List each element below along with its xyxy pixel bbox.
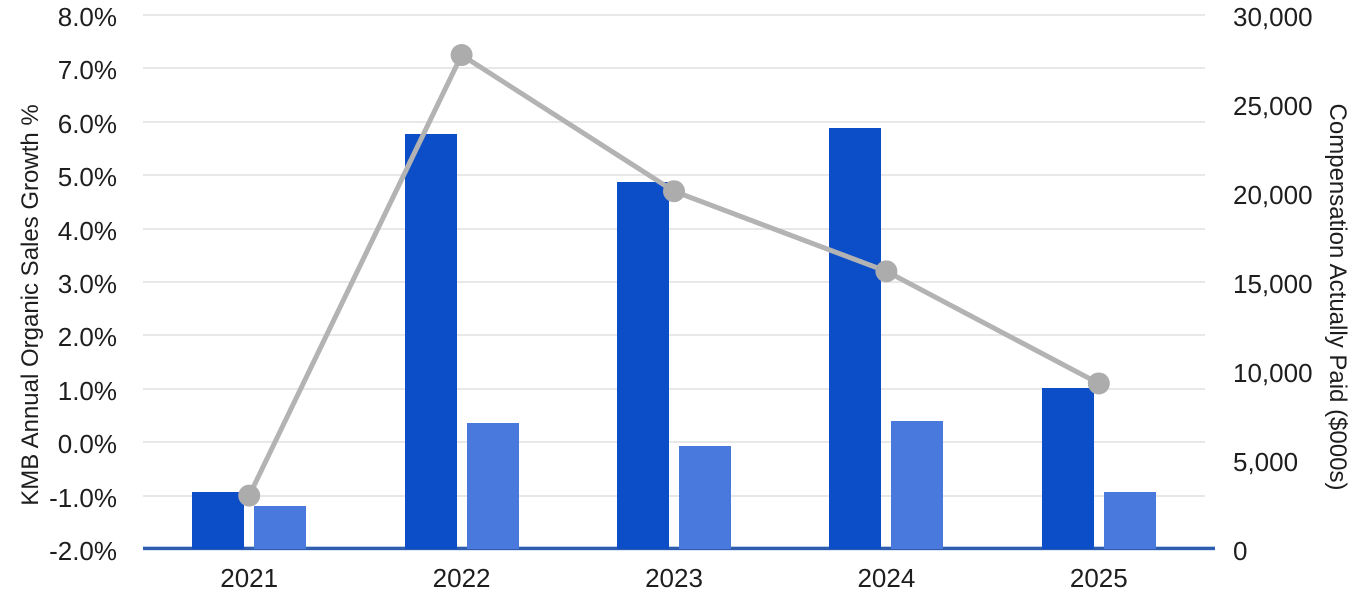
left-axis-tick: 1.0% bbox=[57, 375, 117, 406]
bar-2024-dark-blue-bars bbox=[829, 128, 882, 549]
gridline-3pct bbox=[143, 281, 1205, 283]
x-axis-label-2025: 2025 bbox=[1069, 563, 1128, 593]
left-axis-tick: 0.0% bbox=[57, 429, 117, 460]
left-axis-tick: 3.0% bbox=[57, 269, 117, 299]
gridline-1pct bbox=[143, 387, 1205, 390]
bar-2024-light-blue-bars bbox=[891, 420, 944, 549]
gridline-2pct bbox=[143, 334, 1205, 337]
marker-2022 bbox=[450, 44, 473, 67]
bar-2021-dark-blue-bars bbox=[192, 492, 245, 549]
left-axis-tick: -2.0% bbox=[49, 536, 117, 566]
gridline-6pct bbox=[143, 120, 1205, 123]
gridline-5pct bbox=[143, 174, 1205, 177]
marker-2025 bbox=[1087, 372, 1110, 395]
right-axis-tick: 10,000 bbox=[1233, 358, 1313, 388]
gridline-4pct bbox=[143, 227, 1205, 230]
gridline-0pct bbox=[143, 441, 1205, 444]
marker-2024 bbox=[875, 260, 898, 283]
x-axis-label-2022: 2022 bbox=[432, 563, 491, 593]
right-axis-title: Compensation Actually Paid ($000s) bbox=[1324, 103, 1351, 491]
left-axis-tick: 6.0% bbox=[57, 108, 117, 139]
gridline-7pct bbox=[143, 67, 1205, 70]
bar-2022-dark-blue-bars bbox=[404, 134, 457, 549]
left-axis-tick: 5.0% bbox=[57, 162, 117, 193]
right-axis-tick: 5,000 bbox=[1233, 447, 1299, 477]
bar-2025-light-blue-bars bbox=[1103, 492, 1156, 549]
x-axis-label-2021: 2021 bbox=[220, 563, 279, 593]
right-axis-tick: 25,000 bbox=[1233, 91, 1313, 121]
left-axis-tick: 8.0% bbox=[57, 2, 117, 32]
gridline--1pct bbox=[143, 494, 1205, 497]
x-axis-label-2023: 2023 bbox=[645, 563, 703, 593]
bar-2025-dark-blue-bars bbox=[1041, 387, 1094, 549]
bar-2023-light-blue-bars bbox=[679, 445, 731, 549]
left-axis-tick: 4.0% bbox=[57, 215, 117, 246]
marker-2021 bbox=[238, 484, 261, 507]
left-axis-tick: 2.0% bbox=[57, 322, 117, 353]
bar-2021-light-blue-bars bbox=[254, 506, 307, 549]
left-axis-tick: 7.0% bbox=[57, 55, 117, 86]
gridline-8pct bbox=[143, 14, 1205, 16]
right-axis-tick: 30,000 bbox=[1233, 2, 1313, 32]
x-axis-label-2024: 2024 bbox=[857, 563, 916, 593]
right-axis-tick: 15,000 bbox=[1233, 269, 1313, 299]
left-axis-tick: -1.0% bbox=[49, 482, 117, 513]
marker-2023 bbox=[663, 180, 685, 203]
right-axis-tick: 0 bbox=[1233, 536, 1248, 566]
bar-2022-light-blue-bars bbox=[466, 422, 519, 549]
gray-line bbox=[246, 51, 1100, 497]
right-axis-tick: 20,000 bbox=[1233, 180, 1313, 210]
bar-2023-dark-blue-bars bbox=[617, 182, 669, 549]
